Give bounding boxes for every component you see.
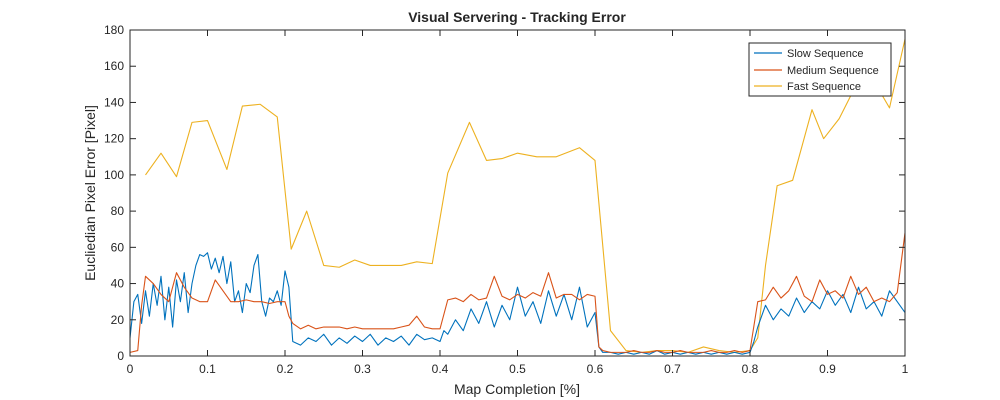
legend-label-medium: Medium Sequence [787,65,879,77]
y-tick-label: 80 [111,204,125,218]
x-tick-label: 0.2 [277,362,294,376]
legend: Slow Sequence Medium Sequence Fast Seque… [748,42,892,97]
series-line-fast [145,38,906,353]
y-tick-label: 60 [111,240,125,254]
x-tick-label: 0.3 [354,362,371,376]
x-tick-label: 0.1 [199,362,216,376]
legend-label-fast: Fast Sequence [787,81,861,93]
y-axis-label: Eucliedian Pixel Error [Pixel] [82,105,98,281]
y-tick-label: 100 [104,168,124,182]
y-tick-label: 140 [104,95,124,109]
y-tick-label: 40 [111,277,125,291]
y-tick-label: 160 [104,59,124,73]
ticks-group: 0 0.1 0.2 0.3 0.4 0.5 0.6 0.7 0.8 0.9 1 0 20 40 60 80 10… [104,23,909,376]
chart-title: Visual Servering - Tracking Error [408,9,626,25]
y-tick-label: 120 [104,132,124,146]
x-tick-label: 0.9 [819,362,836,376]
x-tick-label: 0.7 [664,362,681,376]
x-tick-label: 0 [127,362,134,376]
y-tick-label: 20 [111,313,125,327]
y-tick-label: 0 [117,349,124,363]
series-line-slow [129,252,906,355]
x-tick-label: 1 [902,362,909,376]
series-group [129,38,906,355]
series-line-medium [129,232,906,353]
x-tick-label: 0.4 [432,362,449,376]
x-axis-label: Map Completion [%] [454,381,580,397]
x-tick-label: 0.6 [587,362,604,376]
x-tick-label: 0.8 [742,362,759,376]
y-tick-label: 180 [104,23,124,37]
x-tick-label: 0.5 [509,362,526,376]
legend-label-slow: Slow Sequence [787,48,863,60]
